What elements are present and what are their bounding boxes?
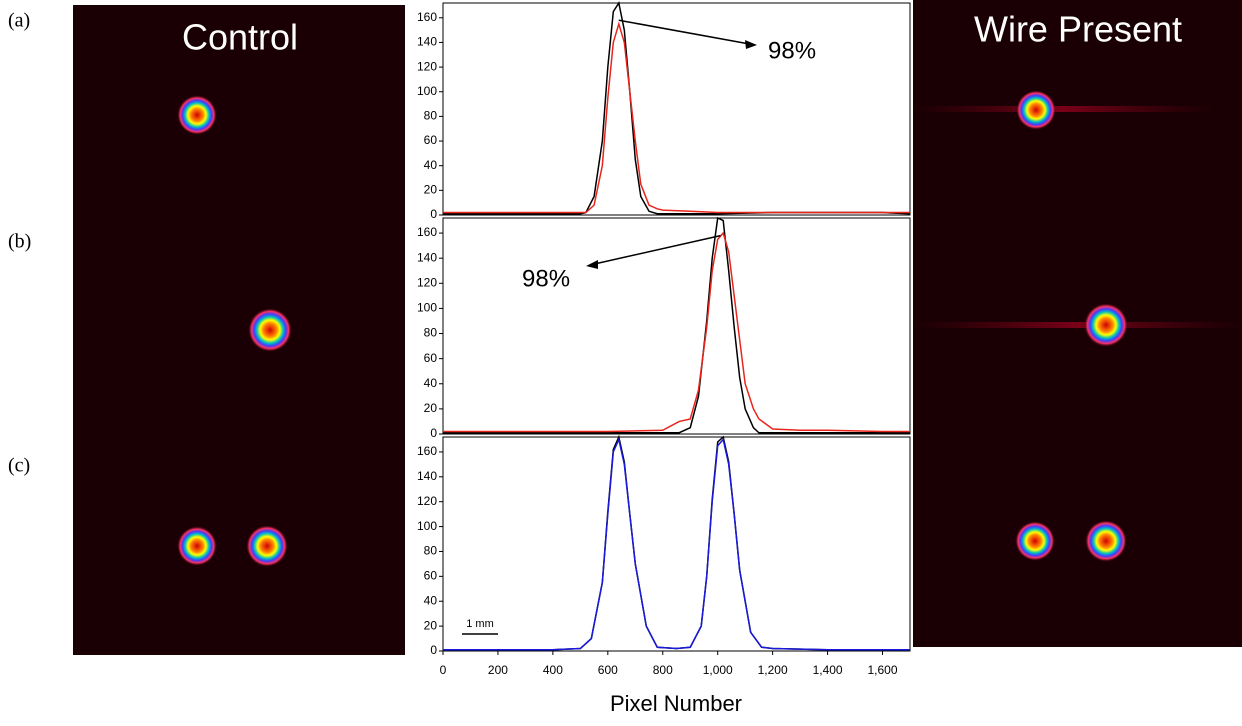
y-tick-label: 160 — [417, 10, 437, 24]
spot — [1016, 90, 1056, 130]
line-series — [443, 231, 910, 433]
control-image — [73, 5, 405, 655]
line-series — [443, 437, 910, 651]
y-tick-label: 120 — [417, 275, 437, 289]
line-series — [443, 21, 910, 214]
spot — [248, 308, 292, 352]
y-tick-label: 80 — [424, 544, 438, 558]
spot — [1085, 520, 1127, 562]
y-tick-label: 0 — [430, 643, 437, 657]
y-tick-label: 20 — [424, 183, 438, 197]
y-tick-label: 140 — [417, 35, 437, 49]
arrow-head — [745, 40, 757, 49]
panel-label: (c) — [8, 455, 30, 477]
spot — [246, 525, 288, 567]
y-tick-label: 160 — [417, 444, 437, 458]
x-tick-label: 0 — [440, 663, 447, 677]
plot-frame — [442, 217, 911, 435]
y-tick-label: 80 — [424, 326, 438, 340]
x-tick-label: 800 — [653, 663, 673, 677]
y-tick-label: 100 — [417, 84, 437, 98]
y-tick-label: 120 — [417, 494, 437, 508]
x-tick-label: 400 — [543, 663, 563, 677]
y-tick-label: 60 — [424, 569, 438, 583]
spot — [177, 526, 217, 566]
y-tick-label: 120 — [417, 59, 437, 73]
x-tick-label: 1,000 — [703, 663, 733, 677]
plot-frame — [442, 2, 911, 216]
y-tick-label: 140 — [417, 250, 437, 264]
spot — [1084, 303, 1128, 347]
y-tick-label: 40 — [424, 376, 438, 390]
y-tick-label: 60 — [424, 351, 438, 365]
arrow-head — [586, 260, 598, 269]
y-tick-label: 40 — [424, 593, 438, 607]
panel-label: (a) — [8, 10, 30, 32]
x-tick-label: 1,200 — [758, 663, 788, 677]
streak — [913, 322, 1242, 328]
panel-label: (b) — [8, 231, 31, 253]
y-tick-label: 0 — [430, 207, 437, 221]
x-tick-label: 1,400 — [813, 663, 843, 677]
arrow — [618, 19, 756, 46]
y-tick-label: 100 — [417, 301, 437, 315]
x-tick-label: 600 — [598, 663, 618, 677]
scale-label: 1 mm — [466, 618, 494, 630]
y-tick-label: 60 — [424, 133, 438, 147]
plot-frame — [442, 436, 911, 652]
y-tick-label: 100 — [417, 519, 437, 533]
y-tick-label: 20 — [424, 401, 438, 415]
streak — [913, 106, 1213, 112]
left-title: Control — [182, 17, 298, 58]
spot — [1015, 521, 1055, 561]
x-tick-label: 200 — [488, 663, 508, 677]
x-axis-label: Pixel Number — [610, 691, 742, 716]
arrow — [589, 234, 721, 266]
x-tick-label: 1,600 — [868, 663, 898, 677]
line-series — [443, 216, 910, 434]
annotation: 98% — [522, 265, 570, 292]
y-tick-label: 20 — [424, 618, 438, 632]
spot — [177, 95, 217, 135]
y-tick-label: 140 — [417, 469, 437, 483]
y-tick-label: 160 — [417, 225, 437, 239]
y-tick-label: 80 — [424, 109, 438, 123]
annotation: 98% — [768, 37, 816, 64]
right-title: Wire Present — [974, 9, 1182, 50]
y-tick-label: 40 — [424, 158, 438, 172]
y-tick-label: 0 — [430, 426, 437, 440]
